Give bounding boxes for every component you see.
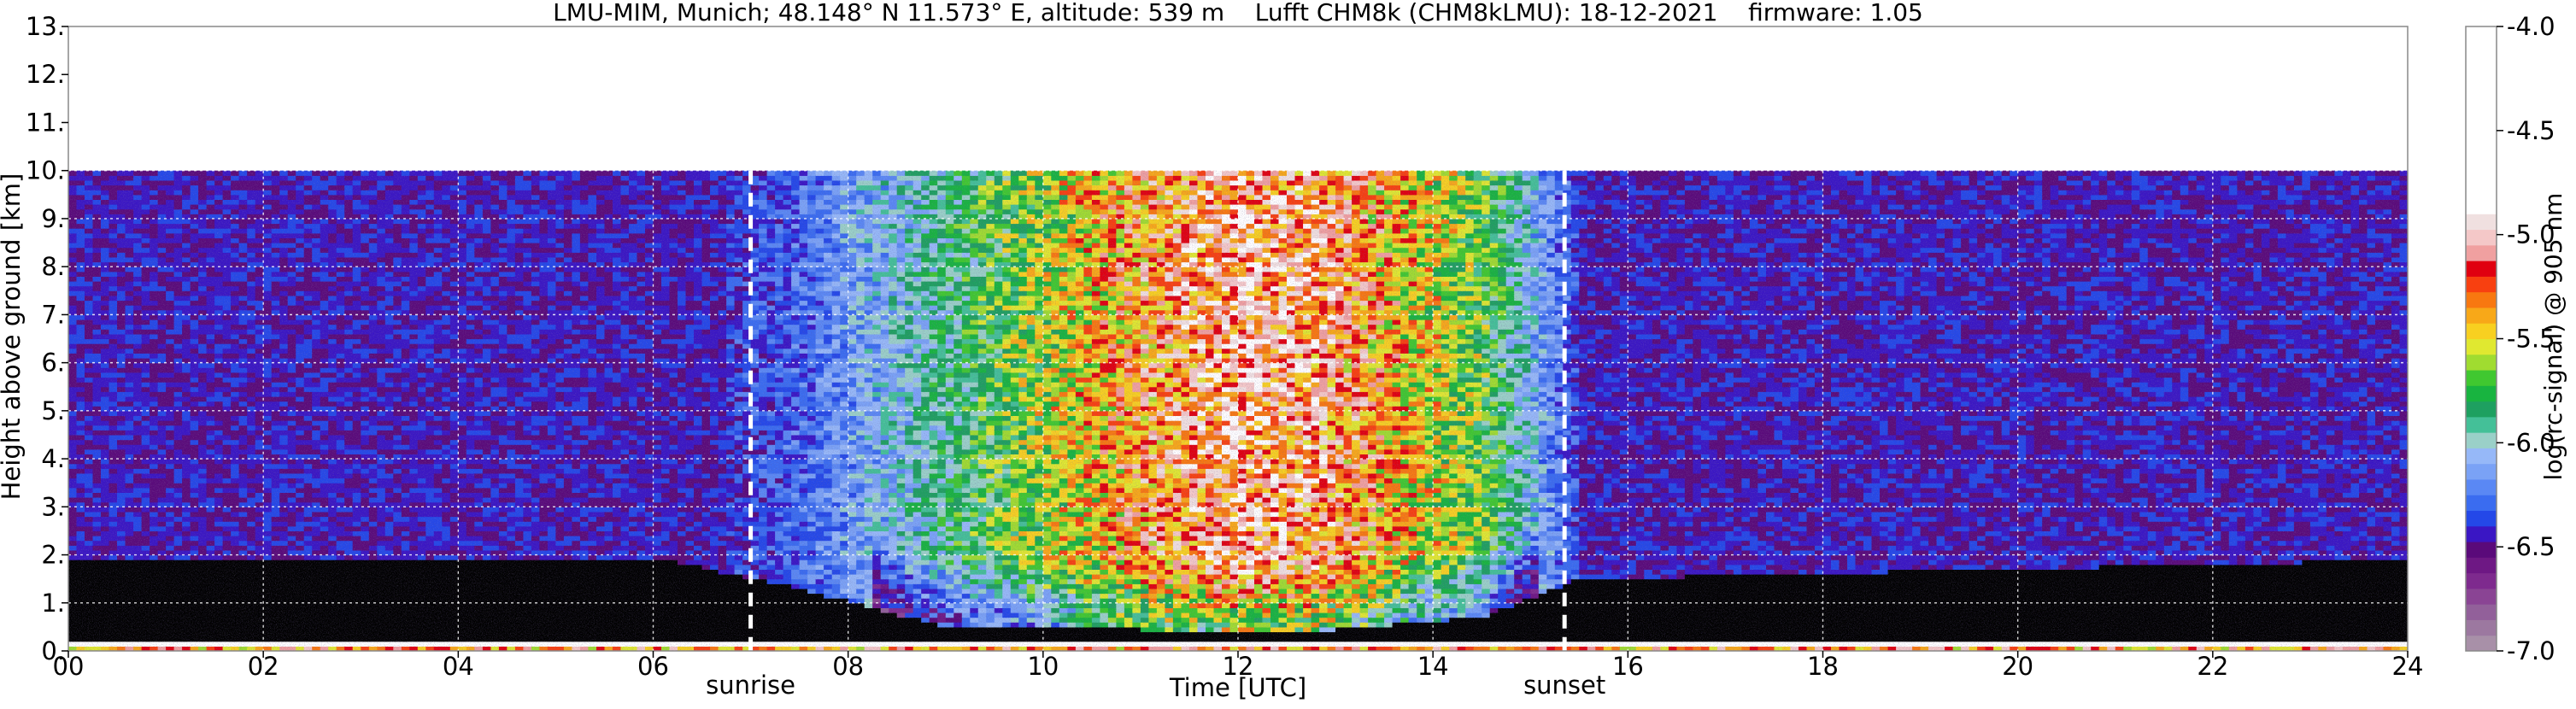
chart-title: LMU-MIM, Munich; 48.148° N 11.573° E, al… xyxy=(553,0,1923,26)
